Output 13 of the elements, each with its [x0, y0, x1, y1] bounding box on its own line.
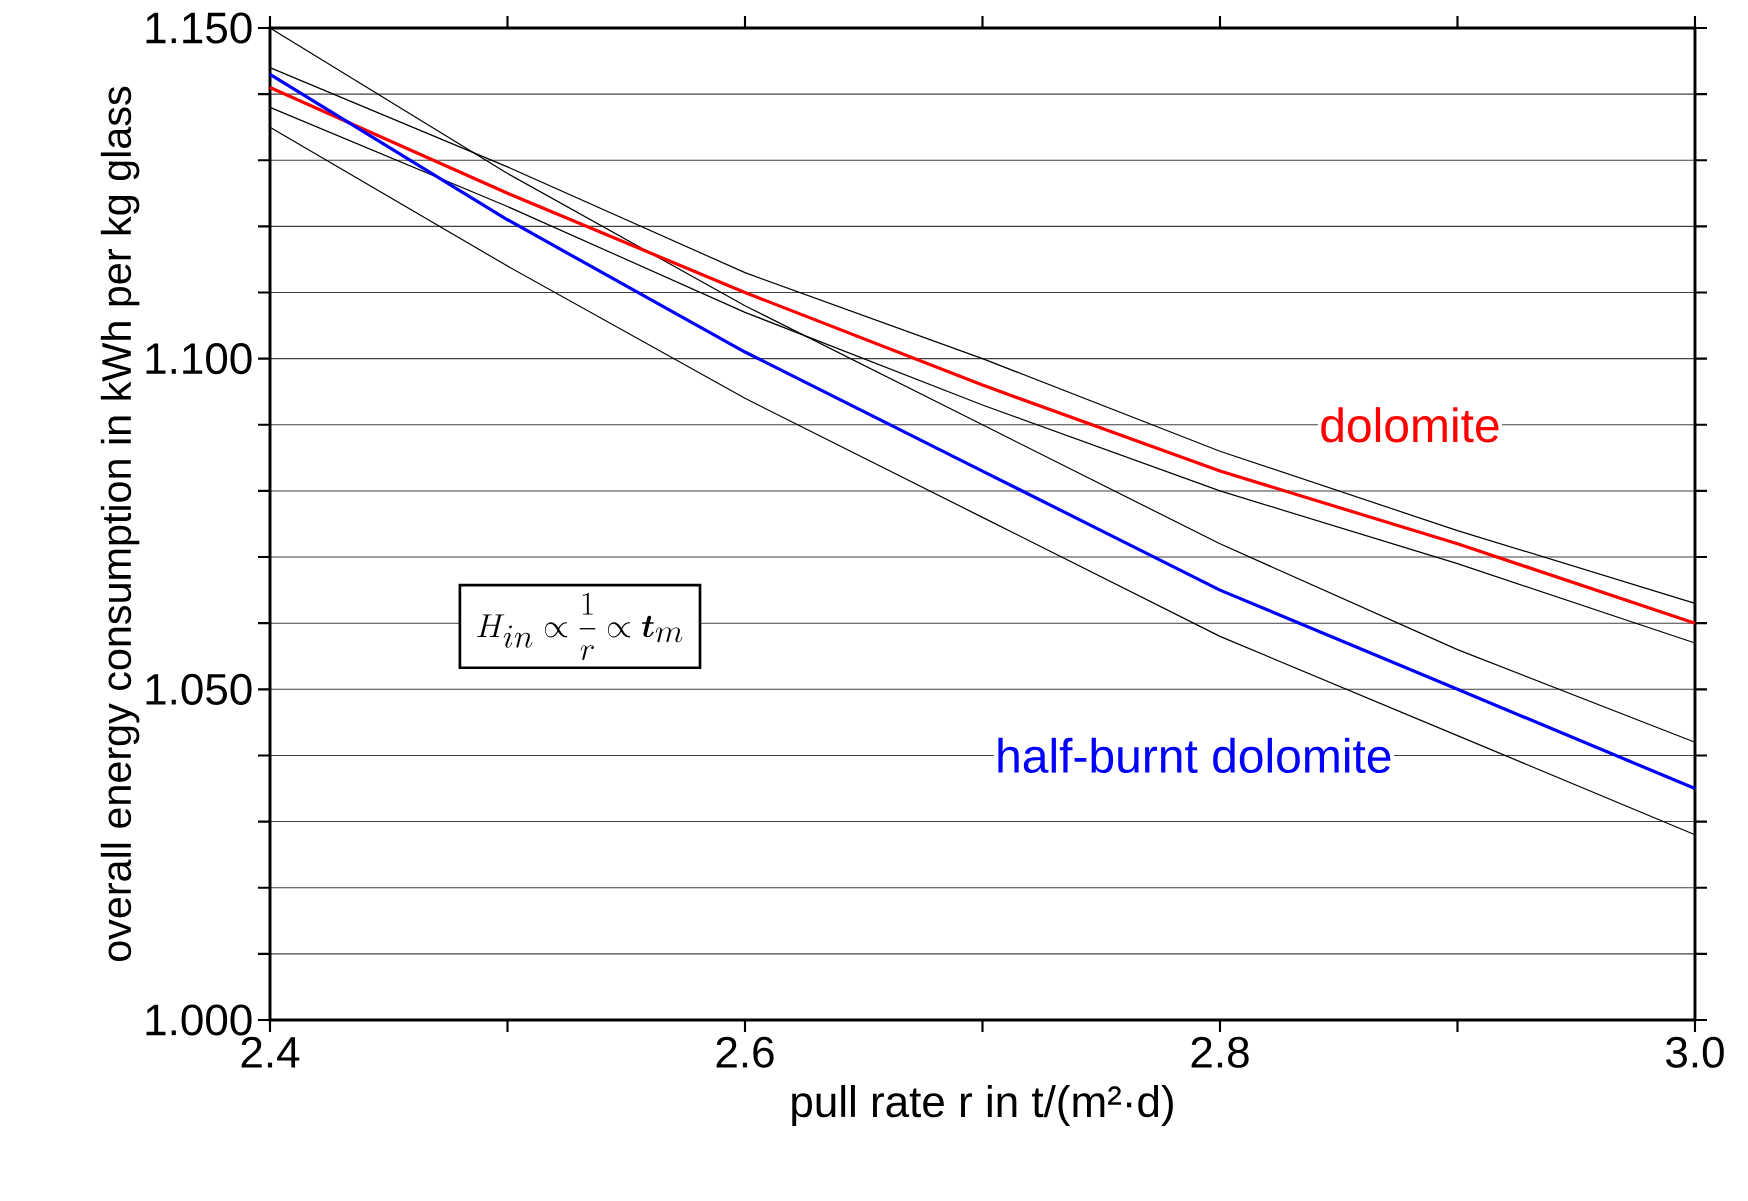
- y-tick-label: 1.100: [146, 343, 252, 375]
- y-tick-label: 1.000: [146, 1004, 252, 1036]
- x-tick-label: 3.0: [1666, 1036, 1724, 1068]
- series-label: half-burnt dolomite: [998, 737, 1391, 774]
- y-axis-title: overall energy consumption in kWh per kg glass: [100, 86, 140, 962]
- series-label: dolomite: [1321, 407, 1499, 443]
- x-axis-title: pull rate r in t/(m²·d): [792, 1085, 1173, 1127]
- y-tick-label: 1.150: [146, 12, 252, 44]
- y-tick-label: 1.050: [146, 673, 252, 705]
- x-tick-label: 2.4: [241, 1036, 300, 1068]
- x-tick-label: 2.6: [716, 1036, 774, 1068]
- x-tick-label: 2.8: [1191, 1036, 1249, 1068]
- annotation: $H_{in} \propto \frac{1}{r} \propto \boldsymbol{t}_{m}$: [477, 592, 683, 661]
